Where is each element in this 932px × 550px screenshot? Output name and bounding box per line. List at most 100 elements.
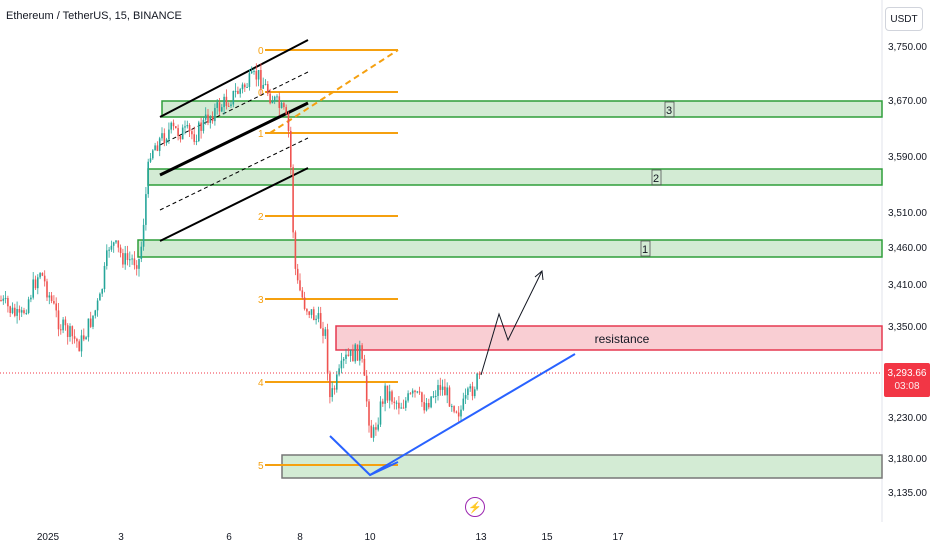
candle-body — [55, 303, 57, 310]
projection-path[interactable] — [481, 271, 542, 375]
candle-body — [276, 96, 278, 97]
candle-body — [458, 413, 460, 417]
fib-level-label: 4 — [258, 378, 264, 389]
candle-body — [442, 387, 444, 390]
candle-body — [51, 295, 53, 301]
candle-body — [384, 386, 386, 404]
candle-body — [44, 276, 46, 282]
candle-body — [246, 87, 248, 88]
candle-body — [74, 336, 76, 339]
price-axis-label: 3,750.00 — [888, 42, 927, 53]
candle-body — [46, 281, 48, 297]
candle-body — [164, 133, 166, 143]
price-axis-label: 3,460.00 — [888, 243, 927, 254]
price-axis-label: 3,510.00 — [888, 208, 927, 219]
price-axis-label: 3,350.00 — [888, 322, 927, 333]
candle-body — [223, 97, 225, 107]
candle-body — [463, 399, 465, 410]
candle-body — [104, 266, 106, 289]
price-axis-label: 3,135.00 — [888, 488, 927, 499]
candle-body — [338, 368, 340, 374]
candle-body — [272, 101, 274, 103]
candle-body — [113, 242, 115, 245]
candle-body — [19, 309, 21, 313]
candle-body — [265, 84, 267, 85]
candle-body — [88, 319, 90, 338]
support-zone-2[interactable] — [148, 169, 882, 185]
candle-body — [449, 387, 451, 406]
candle-body — [210, 116, 212, 123]
bar-countdown: 03:08 — [894, 380, 919, 393]
candle-body — [21, 310, 23, 312]
candle-body — [32, 279, 34, 297]
candle-body — [299, 280, 301, 290]
candle-body — [435, 396, 437, 397]
candle-body — [474, 389, 476, 396]
candle-body — [124, 253, 126, 264]
candle-body — [352, 350, 354, 362]
candle-body — [23, 310, 25, 313]
candle-body — [262, 85, 264, 89]
candle-body — [292, 167, 294, 232]
candle-body — [152, 150, 154, 158]
candle-body — [14, 308, 16, 316]
currency-button[interactable]: USDT — [885, 7, 923, 31]
chart-title: Ethereum / TetherUS, 15, BINANCE — [6, 10, 182, 22]
candle-body — [170, 123, 172, 130]
candle-body — [99, 294, 101, 301]
candle-body — [196, 141, 198, 142]
candle-body — [60, 329, 62, 330]
time-axis-label: 17 — [612, 532, 624, 543]
candle-body — [285, 107, 287, 114]
candle-body — [166, 139, 168, 143]
candle-body — [267, 84, 269, 94]
candle-body — [394, 402, 396, 403]
projection-arrowhead — [535, 271, 543, 280]
candle-body — [290, 131, 292, 167]
candle-body — [184, 126, 186, 127]
candle-body — [161, 133, 163, 138]
fib-level-label: 2 — [258, 212, 264, 223]
candle-body — [371, 426, 373, 438]
candle-body — [221, 107, 223, 111]
candle-body — [251, 71, 253, 73]
candle-body — [354, 345, 356, 362]
candle-body — [58, 310, 60, 329]
candle-body — [304, 297, 306, 308]
candle-body — [120, 248, 122, 254]
price-axis-label: 3,230.00 — [888, 413, 927, 424]
trend-channel[interactable] — [160, 40, 308, 241]
candle-body — [203, 120, 205, 131]
candle-body — [228, 106, 230, 107]
candle-body — [288, 114, 290, 131]
candle-body — [433, 396, 435, 397]
time-axis-label: 6 — [226, 532, 232, 543]
candle-body — [414, 391, 416, 393]
candle-body — [76, 339, 78, 342]
candle-body — [62, 320, 64, 331]
candle-body — [3, 299, 5, 301]
candle-body — [39, 273, 41, 277]
candle-body — [322, 328, 324, 336]
candle-body — [295, 232, 297, 269]
candle-body — [177, 128, 179, 136]
price-axis-label: 3,180.00 — [888, 454, 927, 465]
candle-body — [226, 97, 228, 106]
candle-body — [348, 355, 350, 356]
lightning-icon[interactable]: ⚡ — [465, 497, 485, 517]
time-axis-label: 3 — [118, 532, 124, 543]
candle-body — [189, 125, 191, 131]
candle-body — [373, 427, 375, 438]
candle-body — [67, 325, 69, 337]
candle-body — [214, 108, 216, 121]
time-axis-label: 10 — [364, 532, 376, 543]
candle-body — [350, 350, 352, 356]
candle-body — [122, 253, 124, 264]
support-zone-1[interactable] — [138, 240, 882, 257]
candle-body — [9, 306, 11, 313]
candle-body — [460, 410, 462, 417]
candle-body — [465, 395, 467, 399]
candle-body — [72, 326, 74, 336]
